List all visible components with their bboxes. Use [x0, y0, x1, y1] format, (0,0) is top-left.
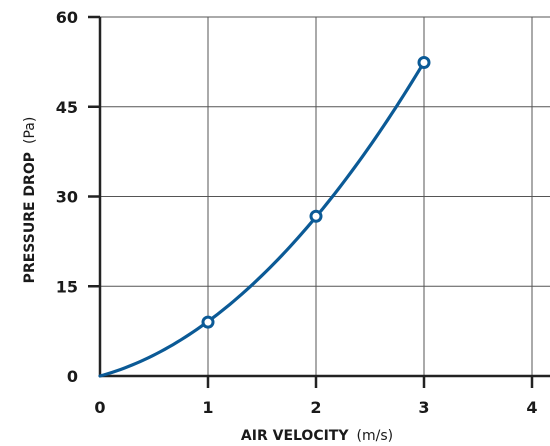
- markers: [201, 55, 431, 329]
- x-axis-label: AIR VELOCITY (m/s): [241, 427, 393, 444]
- y-axis-label-unit: (Pa): [22, 117, 38, 144]
- x-tick-label: 0: [94, 398, 105, 417]
- data-point: [417, 55, 431, 69]
- y-tick-label: 30: [56, 188, 78, 207]
- y-axis-label: PRESSURE DROP (Pa): [21, 117, 38, 284]
- y-tick-label: 60: [56, 8, 78, 27]
- x-axis-label-unit: (m/s): [357, 428, 394, 444]
- y-tick-label: 45: [56, 98, 78, 117]
- x-tick-label: 3: [418, 398, 429, 417]
- x-tick-label: 2: [310, 398, 321, 417]
- y-axis-label-bold: PRESSURE DROP: [22, 152, 38, 283]
- y-tick-label: 15: [56, 277, 78, 296]
- grid: [100, 16, 550, 376]
- ticks: 0 15 30 45 60 0 1 2 3 4: [56, 8, 538, 417]
- x-tick-label: 4: [526, 398, 537, 417]
- data-point: [201, 315, 215, 329]
- y-tick-label: 0: [67, 367, 78, 386]
- x-axis-label-bold: AIR VELOCITY: [241, 428, 349, 444]
- data-point: [309, 209, 323, 223]
- x-tick-label: 1: [202, 398, 213, 417]
- series-line: [98, 60, 426, 378]
